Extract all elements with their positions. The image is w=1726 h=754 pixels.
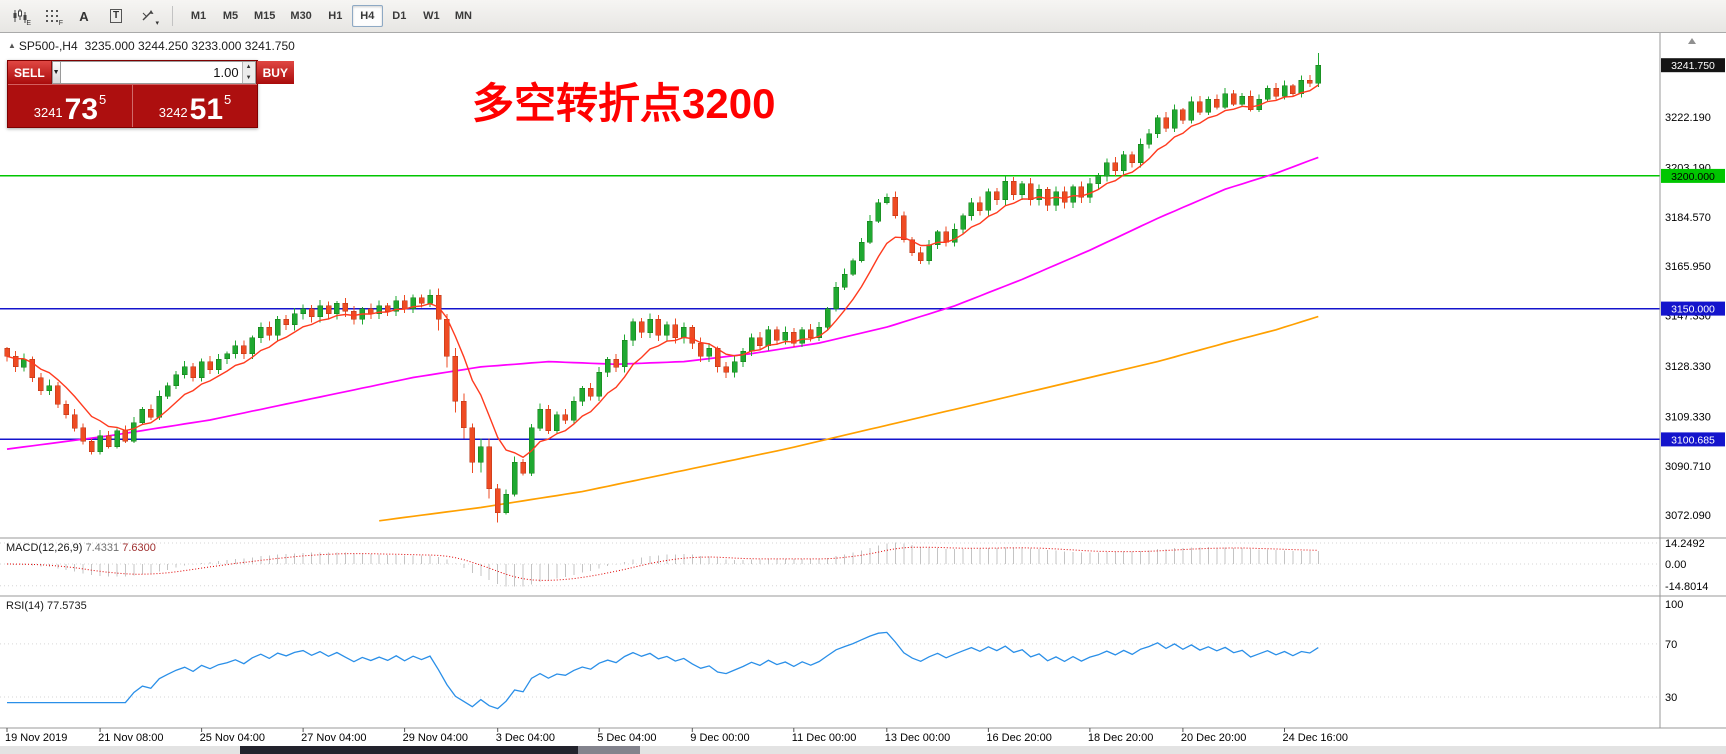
timeframe-h4[interactable]: H4 (351, 5, 383, 27)
textbox-tool-icon[interactable]: T (102, 4, 130, 28)
ma-mid-line (6, 156, 1319, 450)
svg-text:3222.190: 3222.190 (1665, 112, 1711, 124)
svg-text:24 Dec 16:00: 24 Dec 16:00 (1283, 732, 1348, 744)
dropdown-caret-icon: ▾ (155, 20, 159, 27)
svg-text:0.00: 0.00 (1665, 559, 1686, 571)
ask-big-digits: 51 (189, 93, 224, 126)
chart-window: MACD(12,26,9) 7.4331 7.6300 RSI(14) 77.57… (0, 33, 1726, 754)
bid-pip-digit: 5 (99, 92, 107, 107)
timeframe-mn[interactable]: MN (448, 5, 479, 27)
spin-up-icon[interactable]: ▲ (245, 64, 252, 70)
svg-text:3100.685: 3100.685 (1671, 434, 1715, 446)
one-click-trading-panel: SELL ▼ ▲ ▼ BUY 3241 73 5 3242 51 5 (7, 60, 294, 128)
chart-style-icon[interactable]: E (6, 4, 34, 28)
svg-text:27 Nov 04:00: 27 Nov 04:00 (301, 732, 366, 744)
svg-text:9 Dec 00:00: 9 Dec 00:00 (690, 732, 749, 744)
macd-label: MACD(12,26,9) 7.4331 7.6300 (6, 542, 156, 554)
grid-glyph (45, 9, 58, 22)
svg-text:3241.750: 3241.750 (1671, 60, 1715, 72)
arrows-tool-icon[interactable]: ▾ (134, 4, 162, 28)
timeframe-m15[interactable]: M15 (247, 5, 282, 27)
svg-text:70: 70 (1665, 639, 1677, 651)
textbox-frame: T (109, 9, 123, 23)
svg-text:19 Nov 2019: 19 Nov 2019 (5, 732, 67, 744)
svg-text:18 Dec 20:00: 18 Dec 20:00 (1088, 732, 1153, 744)
axis-price-badge: 3150.000 (1661, 301, 1725, 316)
bid-price-display[interactable]: 3241 73 5 (8, 85, 133, 127)
trade-controls-row: SELL ▼ ▲ ▼ BUY (8, 61, 294, 84)
volume-field: ▲ ▼ (60, 61, 256, 84)
arrows-glyph (142, 10, 154, 21)
macd-signal-line (6, 546, 1319, 581)
sell-button[interactable]: SELL (8, 61, 52, 84)
svg-text:3 Dec 04:00: 3 Dec 04:00 (496, 732, 555, 744)
pane-separators (0, 33, 1726, 729)
rsi-line (7, 631, 1319, 710)
svg-text:30: 30 (1665, 692, 1677, 704)
svg-text:3165.950: 3165.950 (1665, 261, 1711, 273)
taskbar-segment (240, 746, 578, 754)
ask-price-display[interactable]: 3242 51 5 (133, 85, 257, 127)
chart-marker-icon: ▲ (8, 41, 16, 50)
rsi-label: RSI(14) 77.5735 (6, 600, 87, 612)
svg-text:5 Dec 04:00: 5 Dec 04:00 (597, 732, 656, 744)
ma-slow-line (379, 315, 1319, 522)
toolbar-separator (172, 6, 173, 26)
svg-text:21 Nov 08:00: 21 Nov 08:00 (98, 732, 163, 744)
macd-histogram (15, 542, 1319, 587)
ma-fast-line (6, 84, 1319, 459)
svg-text:3090.710: 3090.710 (1665, 461, 1711, 473)
volume-spinner[interactable]: ▲ ▼ (241, 62, 255, 83)
volume-dropdown-button[interactable]: ▼ (51, 61, 61, 84)
timeframe-m5[interactable]: M5 (215, 5, 246, 27)
text-tool-icon[interactable]: A (79, 8, 89, 24)
icon-badge: F (58, 20, 63, 27)
bottom-strip (0, 746, 1726, 754)
svg-text:100: 100 (1665, 599, 1683, 611)
bid-prefix: 3241 (33, 105, 63, 120)
bid-big-digits: 73 (64, 93, 99, 126)
chart-style-glyph (13, 9, 27, 23)
svg-text:3150.000: 3150.000 (1671, 304, 1715, 316)
ask-prefix: 3242 (158, 105, 188, 120)
timeframe-d1[interactable]: D1 (384, 5, 415, 27)
timeframe-w1[interactable]: W1 (416, 5, 447, 27)
grid-icon[interactable]: F (38, 4, 66, 28)
chart-text-annotation[interactable]: 多空转折点3200 (472, 80, 776, 127)
axis-price-badge: 3200.000 (1661, 168, 1725, 183)
axis-price-badge: 3100.685 (1661, 432, 1725, 447)
svg-text:16 Dec 20:00: 16 Dec 20:00 (986, 732, 1051, 744)
ask-pip-digit: 5 (224, 92, 232, 107)
svg-text:25 Nov 04:00: 25 Nov 04:00 (200, 732, 265, 744)
bid-ask-row: 3241 73 5 3242 51 5 (8, 84, 257, 127)
volume-input[interactable] (60, 62, 242, 83)
price-chart-canvas[interactable]: MACD(12,26,9) 7.4331 7.6300 RSI(14) 77.57… (0, 33, 1726, 746)
svg-text:3072.090: 3072.090 (1665, 510, 1711, 522)
axis-price-badge: 3241.750 (1661, 58, 1725, 73)
svg-text:-14.8014: -14.8014 (1665, 581, 1708, 593)
icon-badge: E (26, 20, 31, 27)
svg-text:29 Nov 04:00: 29 Nov 04:00 (403, 732, 468, 744)
time-axis: 19 Nov 2019 21 Nov 08:00 25 Nov 04:00 27 No… (5, 728, 1348, 744)
timeframe-h1[interactable]: H1 (320, 5, 351, 27)
spin-down-icon[interactable]: ▼ (245, 74, 252, 81)
symbol-ohlc: 3235.000 3244.250 3233.000 3241.750 (84, 39, 295, 53)
svg-text:3184.570: 3184.570 (1665, 212, 1711, 224)
svg-text:3109.330: 3109.330 (1665, 411, 1711, 423)
timeframe-m1[interactable]: M1 (183, 5, 214, 27)
taskbar-segment (578, 746, 640, 754)
axis-scroll-arrow-icon (1688, 38, 1696, 44)
symbol-name: SP500-,H4 (18, 39, 78, 53)
symbol-info-line: ▲ SP500-,H4 3235.000 3244.250 3233.000 324… (8, 39, 295, 53)
svg-text:11 Dec 00:00: 11 Dec 00:00 (792, 732, 857, 744)
svg-text:3200.000: 3200.000 (1671, 171, 1715, 183)
svg-text:3128.330: 3128.330 (1665, 361, 1711, 373)
buy-button[interactable]: BUY (255, 61, 294, 84)
svg-text:14.2492: 14.2492 (1665, 538, 1705, 550)
svg-text:13 Dec 00:00: 13 Dec 00:00 (885, 732, 950, 744)
timeframe-toolbar: M1 M5 M15 M30 H1 H4 D1 W1 MN (183, 5, 480, 27)
timeframe-m30[interactable]: M30 (283, 5, 318, 27)
svg-text:20 Dec 20:00: 20 Dec 20:00 (1181, 732, 1246, 744)
main-toolbar: E F A T ▾ M1 M5 M15 M30 H1 H4 D1 W1 MN (0, 0, 1726, 33)
